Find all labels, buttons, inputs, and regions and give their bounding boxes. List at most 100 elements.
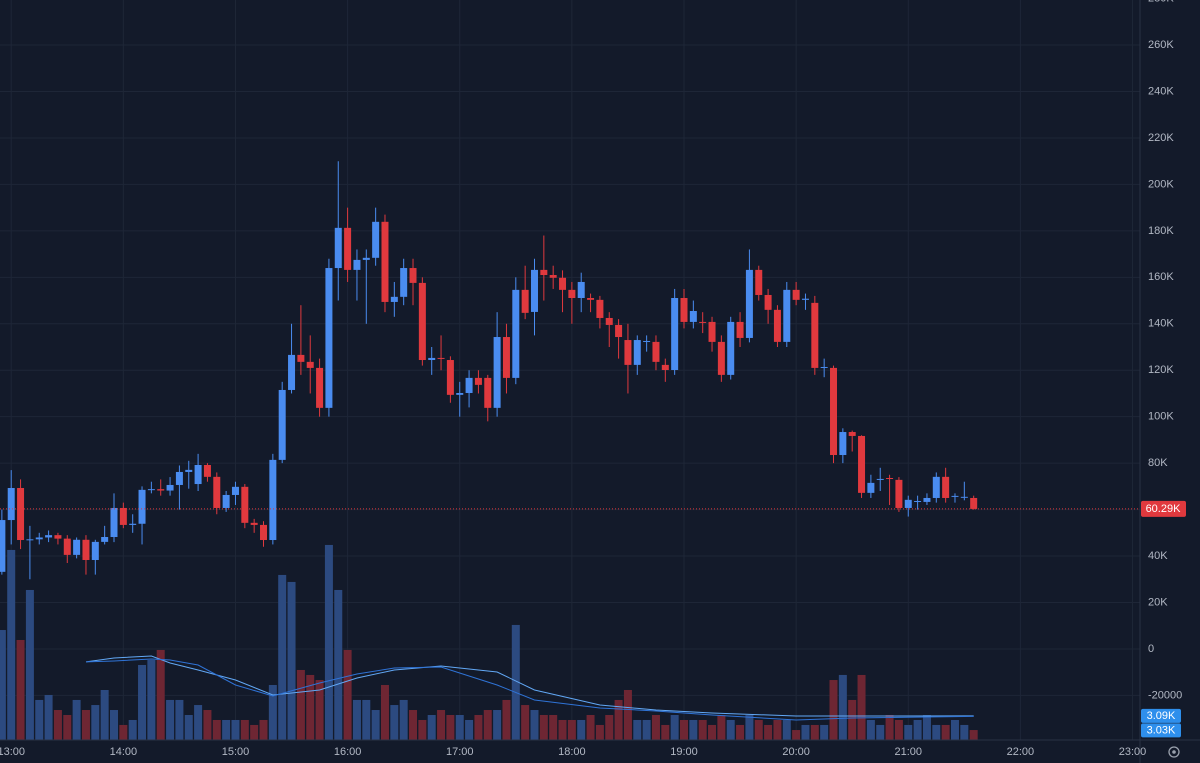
- volume-bar: [745, 714, 754, 740]
- candle-body: [624, 340, 632, 365]
- settings-icon[interactable]: [1168, 746, 1180, 758]
- volume-bar: [521, 705, 530, 740]
- candle-body: [587, 297, 595, 300]
- candle-body: [194, 464, 202, 485]
- volume-bar: [605, 714, 614, 740]
- candle-body: [203, 464, 211, 477]
- volume-bar: [287, 581, 296, 740]
- volume-bar: [352, 699, 361, 740]
- candle-body: [493, 337, 501, 408]
- candle-body: [848, 432, 856, 436]
- volume-bar: [614, 699, 623, 740]
- candle-body: [297, 354, 305, 362]
- candle-body: [213, 476, 221, 508]
- volume-bar: [380, 685, 389, 740]
- candle-body: [755, 269, 763, 295]
- x-tick-label: 21:00: [894, 746, 922, 758]
- candle-body: [512, 289, 520, 378]
- volume-bar: [184, 714, 193, 740]
- volume-bar: [894, 719, 903, 740]
- volume-bar: [278, 574, 287, 740]
- candle-body: [568, 289, 576, 298]
- candle-body: [951, 495, 959, 497]
- candle-body: [717, 341, 725, 375]
- volume-bar: [138, 664, 147, 740]
- candle-body: [867, 482, 875, 493]
- volume-bar: [642, 719, 651, 740]
- volume-bar: [698, 719, 707, 740]
- candle-body: [801, 298, 809, 300]
- volume-bar: [904, 724, 913, 740]
- candle-body: [671, 297, 679, 370]
- volume-bar: [427, 714, 436, 740]
- candle-body: [147, 489, 155, 491]
- volume-bar: [16, 639, 25, 740]
- volume-bar: [950, 719, 959, 740]
- ma-value-label: 3.09K: [1147, 710, 1176, 722]
- candle-body: [521, 289, 529, 313]
- ma-value-box: [1141, 723, 1181, 738]
- candle-body: [783, 289, 791, 342]
- candle-body: [615, 324, 623, 338]
- volume-bar: [932, 724, 941, 740]
- volume-bar: [539, 714, 548, 740]
- volume-bar: [343, 649, 352, 740]
- candle-body: [820, 366, 828, 368]
- candle-body: [0, 520, 6, 572]
- volume-bar: [231, 719, 240, 740]
- volume-bar: [147, 660, 156, 740]
- candle-body: [362, 257, 370, 260]
- volume-bar: [315, 680, 324, 740]
- volume-bar: [773, 719, 782, 740]
- volume-bar: [857, 674, 866, 740]
- volume-bar: [455, 714, 464, 740]
- candle-body: [260, 524, 268, 541]
- volume-bar: [960, 724, 969, 740]
- candle-body: [110, 507, 118, 537]
- candle-body: [26, 539, 34, 541]
- candle-body: [736, 321, 744, 338]
- volume-bar: [390, 705, 399, 740]
- candle-body: [306, 361, 314, 368]
- volume-bar: [502, 699, 511, 740]
- volume-bar: [63, 714, 72, 740]
- volume-bar: [409, 710, 418, 740]
- candle-body: [699, 321, 707, 323]
- volume-bar: [418, 719, 427, 740]
- x-tick-label: 16:00: [334, 746, 362, 758]
- volume-bar: [885, 714, 894, 740]
- y-tick-label: 100K: [1148, 411, 1174, 423]
- candle-body: [540, 269, 548, 276]
- candle-body: [792, 289, 800, 300]
- y-tick-label: 220K: [1148, 132, 1174, 144]
- y-tick-label: 180K: [1148, 225, 1174, 237]
- volume-bar: [362, 699, 371, 740]
- volume-bar: [969, 730, 978, 740]
- volume-bar: [72, 699, 81, 740]
- volume-bar: [708, 724, 717, 740]
- volume-bar: [848, 699, 857, 740]
- candle-body: [73, 539, 81, 555]
- y-tick-label: 120K: [1148, 364, 1174, 376]
- candle-body: [960, 496, 968, 498]
- y-tick-label: 280K: [1148, 0, 1174, 5]
- volume-bar: [829, 680, 838, 740]
- volume-bar: [549, 714, 558, 740]
- volume-bar: [166, 699, 175, 740]
- candle-body: [353, 259, 361, 270]
- x-tick-label: 22:00: [1007, 746, 1035, 758]
- y-tick-label: 0: [1148, 643, 1154, 655]
- volume-bar: [633, 719, 642, 740]
- candle-body: [484, 377, 492, 408]
- candle-body: [409, 268, 417, 283]
- candle-body: [886, 478, 894, 480]
- volume-bar: [782, 719, 791, 740]
- volume-bar: [820, 724, 829, 740]
- candle-body: [269, 459, 277, 541]
- volume-bar: [764, 724, 773, 740]
- candle-body: [811, 302, 819, 368]
- volume-bar: [717, 714, 726, 740]
- volume-bar: [259, 719, 268, 740]
- candle-body: [605, 317, 613, 325]
